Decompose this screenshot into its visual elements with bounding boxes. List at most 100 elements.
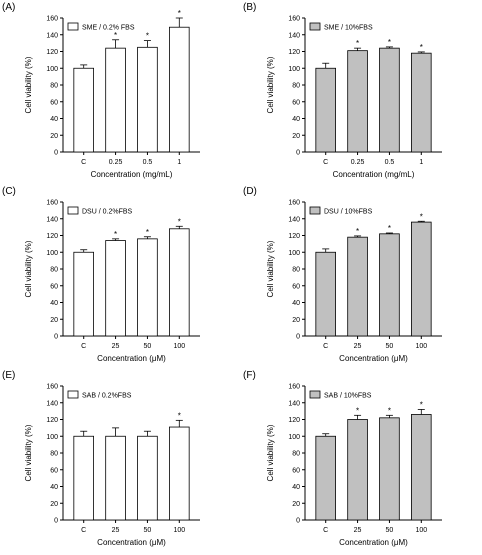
panel-label: (D) — [243, 186, 257, 197]
y-tick-label: 100 — [288, 434, 300, 441]
legend-swatch — [309, 22, 321, 31]
y-tick-label: 20 — [50, 317, 58, 324]
legend-swatch — [67, 206, 79, 215]
y-tick-label: 20 — [292, 501, 300, 508]
y-tick-label: 160 — [46, 16, 58, 23]
y-tick-label: 120 — [46, 49, 58, 56]
x-tick-label: 0.25 — [109, 159, 123, 166]
y-tick-label: 60 — [50, 99, 58, 106]
bar — [105, 240, 126, 337]
legend-swatch — [309, 206, 321, 215]
chart-panel: (A) 0 20 40 60 80 100 120 140 160 Cell viability (… — [2, 2, 200, 179]
significance-marker: * — [114, 31, 117, 40]
significance-marker: * — [420, 212, 423, 221]
y-tick-label: 60 — [292, 467, 300, 474]
x-tick-label: 100 — [173, 343, 185, 350]
bar — [347, 50, 368, 153]
y-tick-label: 100 — [46, 250, 58, 257]
bar — [315, 435, 336, 521]
y-tick-label: 0 — [54, 518, 58, 525]
y-tick-label: 80 — [50, 83, 58, 90]
y-tick-label: 80 — [50, 267, 58, 274]
bar — [411, 52, 432, 153]
significance-marker: * — [178, 9, 181, 18]
x-tick-label: 50 — [386, 343, 394, 350]
x-tick-label: 1 — [177, 159, 181, 166]
x-tick-label: 50 — [144, 527, 152, 534]
y-tick-label: 40 — [292, 300, 300, 307]
x-tick-label: 100 — [415, 527, 427, 534]
bar — [315, 67, 336, 153]
panel-label: (F) — [243, 370, 256, 381]
legend-label: DSU / 10%FBS — [324, 209, 373, 216]
legend-label: DSU / 0.2%FBS — [82, 209, 133, 216]
chart-panel: (C) 0 20 40 60 80 100 120 140 160 Cell viability (… — [2, 186, 200, 363]
y-tick-label: 160 — [288, 200, 300, 207]
significance-marker: * — [146, 32, 149, 41]
bar — [137, 46, 158, 153]
y-tick-label: 20 — [292, 317, 300, 324]
x-axis-label: Concentration (μM) — [339, 354, 408, 363]
legend-label: SAB / 0.2%FBS — [82, 393, 132, 400]
x-tick-label: 50 — [144, 343, 152, 350]
x-tick-label: 50 — [386, 527, 394, 534]
bar — [105, 435, 126, 521]
y-axis-label: Cell viability (%) — [266, 424, 275, 481]
significance-marker: * — [388, 38, 391, 47]
y-tick-label: 60 — [50, 467, 58, 474]
bar — [105, 47, 126, 153]
y-tick-label: 40 — [50, 300, 58, 307]
y-tick-label: 60 — [292, 99, 300, 106]
y-tick-label: 0 — [296, 150, 300, 157]
y-tick-label: 60 — [292, 283, 300, 290]
y-tick-label: 140 — [46, 32, 58, 39]
y-tick-label: 80 — [292, 83, 300, 90]
y-tick-label: 120 — [288, 417, 300, 424]
y-tick-label: 100 — [46, 66, 58, 73]
bar — [137, 238, 158, 337]
bar — [169, 426, 190, 521]
y-tick-label: 160 — [46, 384, 58, 391]
x-tick-label: 0.25 — [351, 159, 365, 166]
x-axis-label: Concentration (μM) — [339, 538, 408, 547]
significance-marker: * — [178, 217, 181, 226]
x-tick-label: C — [323, 527, 328, 534]
significance-marker: * — [356, 406, 359, 415]
y-tick-label: 40 — [50, 116, 58, 123]
panel-label: (C) — [2, 186, 16, 197]
chart-panel: (E) 0 20 40 60 80 100 120 140 160 Cell viability (… — [2, 370, 200, 547]
x-tick-label: 0.5 — [385, 159, 395, 166]
y-tick-label: 100 — [288, 250, 300, 257]
significance-marker: * — [356, 39, 359, 48]
x-tick-label: 1 — [419, 159, 423, 166]
x-tick-label: C — [81, 527, 86, 534]
significance-marker: * — [388, 224, 391, 233]
x-tick-label: C — [81, 159, 86, 166]
x-tick-label: 25 — [112, 527, 120, 534]
y-tick-label: 80 — [292, 451, 300, 458]
legend-swatch — [309, 390, 321, 399]
bar — [169, 26, 190, 153]
y-tick-label: 120 — [288, 233, 300, 240]
y-axis-label: Cell viability (%) — [24, 56, 33, 113]
chart-panel: (B) 0 20 40 60 80 100 120 140 160 Cell viability (… — [243, 2, 442, 179]
y-tick-label: 160 — [288, 16, 300, 23]
x-tick-label: 25 — [354, 527, 362, 534]
bar — [379, 417, 400, 521]
bar — [73, 435, 94, 521]
legend-swatch — [67, 390, 79, 399]
y-axis-label: Cell viability (%) — [24, 424, 33, 481]
y-tick-label: 120 — [46, 233, 58, 240]
y-tick-label: 0 — [296, 334, 300, 341]
x-tick-label: 0.5 — [143, 159, 153, 166]
y-tick-label: 120 — [288, 49, 300, 56]
bar — [73, 251, 94, 337]
y-tick-label: 140 — [46, 216, 58, 223]
legend-label: SAB / 10%FBS — [324, 393, 372, 400]
significance-marker: * — [114, 230, 117, 239]
panel-label: (A) — [2, 2, 15, 13]
y-tick-label: 20 — [50, 133, 58, 140]
x-tick-label: 25 — [354, 343, 362, 350]
